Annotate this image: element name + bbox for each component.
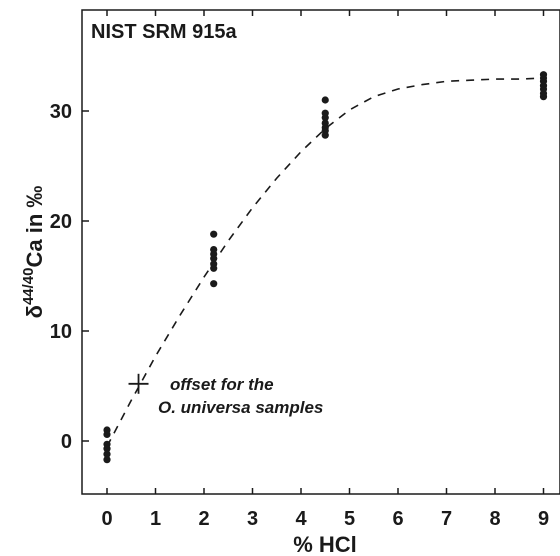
plot-frame <box>81 9 560 495</box>
y-tick-label-3: 30 <box>50 101 72 123</box>
data-point-9 <box>210 254 218 262</box>
annotation-line-1: offset for the <box>170 375 274 394</box>
y-axis-ticks: 0 10 20 30 <box>50 101 89 453</box>
offset-marker <box>128 373 149 394</box>
x-tick-label-3: 3 <box>247 508 258 530</box>
data-point-4 <box>103 450 111 458</box>
x-tick-label-4: 4 <box>295 508 307 530</box>
chart-title: NIST SRM 915a <box>91 21 237 43</box>
data-point-11 <box>210 264 218 272</box>
data-points <box>103 71 548 464</box>
x-tick-label-9: 9 <box>538 508 549 530</box>
data-point-19 <box>321 131 329 139</box>
y-axis-title-delta: δ <box>22 305 47 318</box>
x-tick-label-7: 7 <box>441 508 452 530</box>
data-point-12 <box>210 280 218 288</box>
y-axis-title-rest: Ca in ‰ <box>22 186 47 268</box>
x-axis-ticks: 0 1 2 3 4 5 6 7 8 9 <box>101 10 549 530</box>
data-point-26 <box>539 93 548 101</box>
data-point-13 <box>321 96 329 104</box>
y-tick-label-1: 10 <box>50 321 72 343</box>
data-point-6 <box>210 230 218 238</box>
y-tick-label-0: 0 <box>61 431 72 453</box>
y-tick-label-2: 20 <box>50 211 72 233</box>
y-axis-title: δ44/40Ca in ‰ <box>20 186 47 319</box>
fit-curve <box>106 77 544 447</box>
data-point-5 <box>103 456 111 464</box>
annotation-line-2: O. universa samples <box>158 398 323 417</box>
x-tick-label-8: 8 <box>489 508 500 530</box>
data-point-15 <box>321 114 329 122</box>
x-tick-label-0: 0 <box>101 508 112 530</box>
y-axis-title-superscript: 44/40 <box>20 268 37 306</box>
x-tick-label-1: 1 <box>150 508 161 530</box>
x-tick-label-6: 6 <box>392 508 403 530</box>
data-point-3 <box>103 445 111 453</box>
x-tick-label-5: 5 <box>344 508 355 530</box>
x-tick-label-2: 2 <box>198 508 209 530</box>
x-axis-title: % HCl <box>293 532 357 556</box>
data-point-1 <box>103 430 111 438</box>
